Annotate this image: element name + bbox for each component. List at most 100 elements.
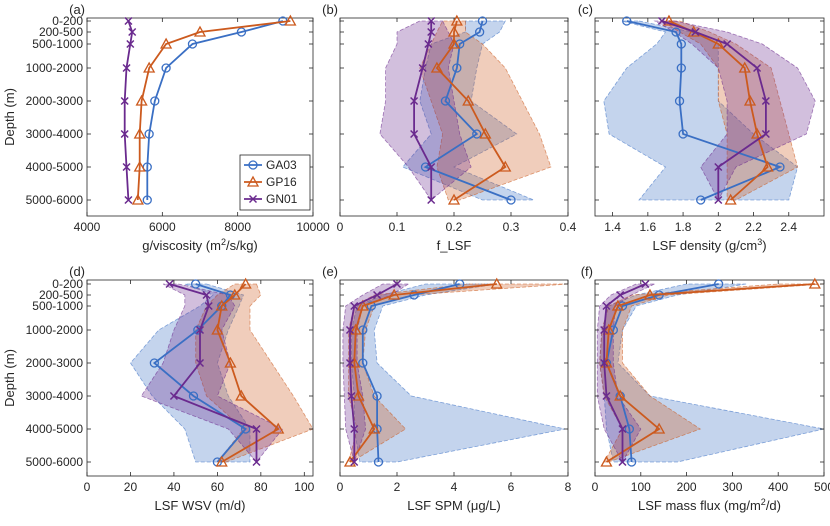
- data-point: [462, 94, 475, 106]
- band-ga03: [350, 283, 566, 463]
- x-axis-label: LSF SPM (μg/L): [407, 498, 500, 513]
- y-tick-label: 4000-5000: [26, 422, 84, 436]
- x-tick-label: 1.4: [604, 220, 621, 234]
- series-gn01: [600, 279, 650, 467]
- axes-box: [594, 17, 825, 217]
- data-point: [743, 94, 757, 106]
- series-line: [435, 20, 507, 201]
- x-tick-label: 4000: [74, 220, 101, 234]
- data-point: [149, 358, 160, 368]
- series-ga03: [420, 16, 516, 205]
- x-tick-label: 20: [124, 480, 138, 494]
- y-tick-label: 200-500: [39, 25, 83, 39]
- data-point: [506, 195, 516, 205]
- data-point: [409, 290, 419, 300]
- data-point: [272, 422, 285, 434]
- x-tick-label: 4: [451, 480, 458, 494]
- series-line: [361, 283, 460, 463]
- data-point: [472, 129, 482, 139]
- data-point: [349, 323, 362, 335]
- data-point: [657, 16, 666, 26]
- band-gp16: [419, 20, 552, 201]
- panel-label: (c): [578, 2, 593, 17]
- y-tick-label: 1000-2000: [26, 61, 84, 75]
- data-point: [133, 127, 146, 139]
- data-point: [696, 195, 706, 205]
- data-point: [641, 279, 650, 289]
- data-point: [215, 299, 228, 311]
- data-point: [440, 96, 451, 106]
- series-gn01: [657, 16, 770, 205]
- data-point: [161, 63, 171, 73]
- series-gp16: [211, 277, 285, 467]
- data-point: [611, 299, 625, 311]
- data-point: [410, 96, 419, 106]
- data-point: [676, 63, 686, 73]
- panel-f: 0 100 200 300 400 500 (f) LSF mass flux (mg/m2/…: [581, 264, 830, 513]
- data-point: [430, 61, 444, 73]
- data-point: [753, 63, 762, 73]
- legend-entry: GP16: [266, 175, 297, 189]
- data-point: [447, 25, 461, 37]
- data-point: [188, 391, 199, 401]
- y-tick-label: 2000-3000: [26, 94, 84, 108]
- series-line: [146, 20, 284, 200]
- data-point: [204, 301, 213, 311]
- panel-label: (a): [69, 2, 85, 17]
- data-point: [750, 127, 764, 139]
- data-point: [420, 162, 431, 172]
- data-point: [211, 323, 224, 335]
- data-point: [600, 358, 609, 368]
- data-point: [372, 391, 382, 401]
- x-tick-label: 6: [508, 480, 515, 494]
- data-point: [602, 301, 611, 311]
- data-point: [348, 356, 361, 368]
- data-point: [600, 325, 609, 335]
- x-axis-label: LSF density (g/cm3): [652, 237, 766, 253]
- data-point: [761, 129, 770, 139]
- x-tick-label: 2.2: [745, 220, 762, 234]
- x-tick-label: 0: [592, 480, 599, 494]
- series-line: [661, 20, 767, 200]
- data-point: [622, 16, 632, 26]
- data-point: [643, 288, 657, 300]
- x-tick-label: 100: [631, 480, 651, 494]
- data-point: [447, 37, 461, 49]
- x-tick-label: 0.4: [560, 220, 577, 234]
- band-ga03: [599, 283, 825, 463]
- x-tick-label: 40: [167, 480, 181, 494]
- x-tick-label: 2: [715, 220, 722, 234]
- data-point: [252, 424, 261, 434]
- y-tick-label: 2000-3000: [26, 356, 84, 370]
- legend-entry: GN01: [266, 192, 298, 206]
- data-point: [474, 27, 485, 37]
- data-point: [499, 160, 512, 172]
- panel-c: 1.4 1.6 1.8 2 2.2 2.4 (c) LSF density (g/cm3): [578, 2, 825, 253]
- data-point: [150, 96, 160, 106]
- x-tick-label: 1.8: [675, 220, 692, 234]
- data-point: [724, 193, 737, 205]
- data-point: [490, 277, 503, 289]
- x-tick-label: 0: [84, 480, 91, 494]
- data-point: [653, 422, 666, 434]
- series-line: [152, 283, 247, 463]
- data-point: [350, 424, 359, 434]
- series-gp16: [343, 277, 503, 467]
- x-tick-label: 10000: [296, 220, 330, 234]
- band-ga03: [603, 20, 799, 201]
- panel-e: 0 2 4 6 8 (e) LSF SPM (μg/L): [322, 264, 572, 513]
- x-tick-label: 80: [254, 480, 268, 494]
- data-point: [195, 358, 205, 368]
- data-point: [131, 193, 144, 205]
- data-point: [450, 14, 463, 26]
- data-point: [248, 160, 258, 170]
- data-point: [142, 195, 152, 205]
- data-point: [345, 325, 355, 335]
- data-point: [626, 457, 637, 467]
- band-gn01: [596, 283, 655, 463]
- data-point: [133, 160, 146, 172]
- data-point: [126, 39, 135, 49]
- series-line: [349, 283, 398, 462]
- data-point: [128, 27, 137, 37]
